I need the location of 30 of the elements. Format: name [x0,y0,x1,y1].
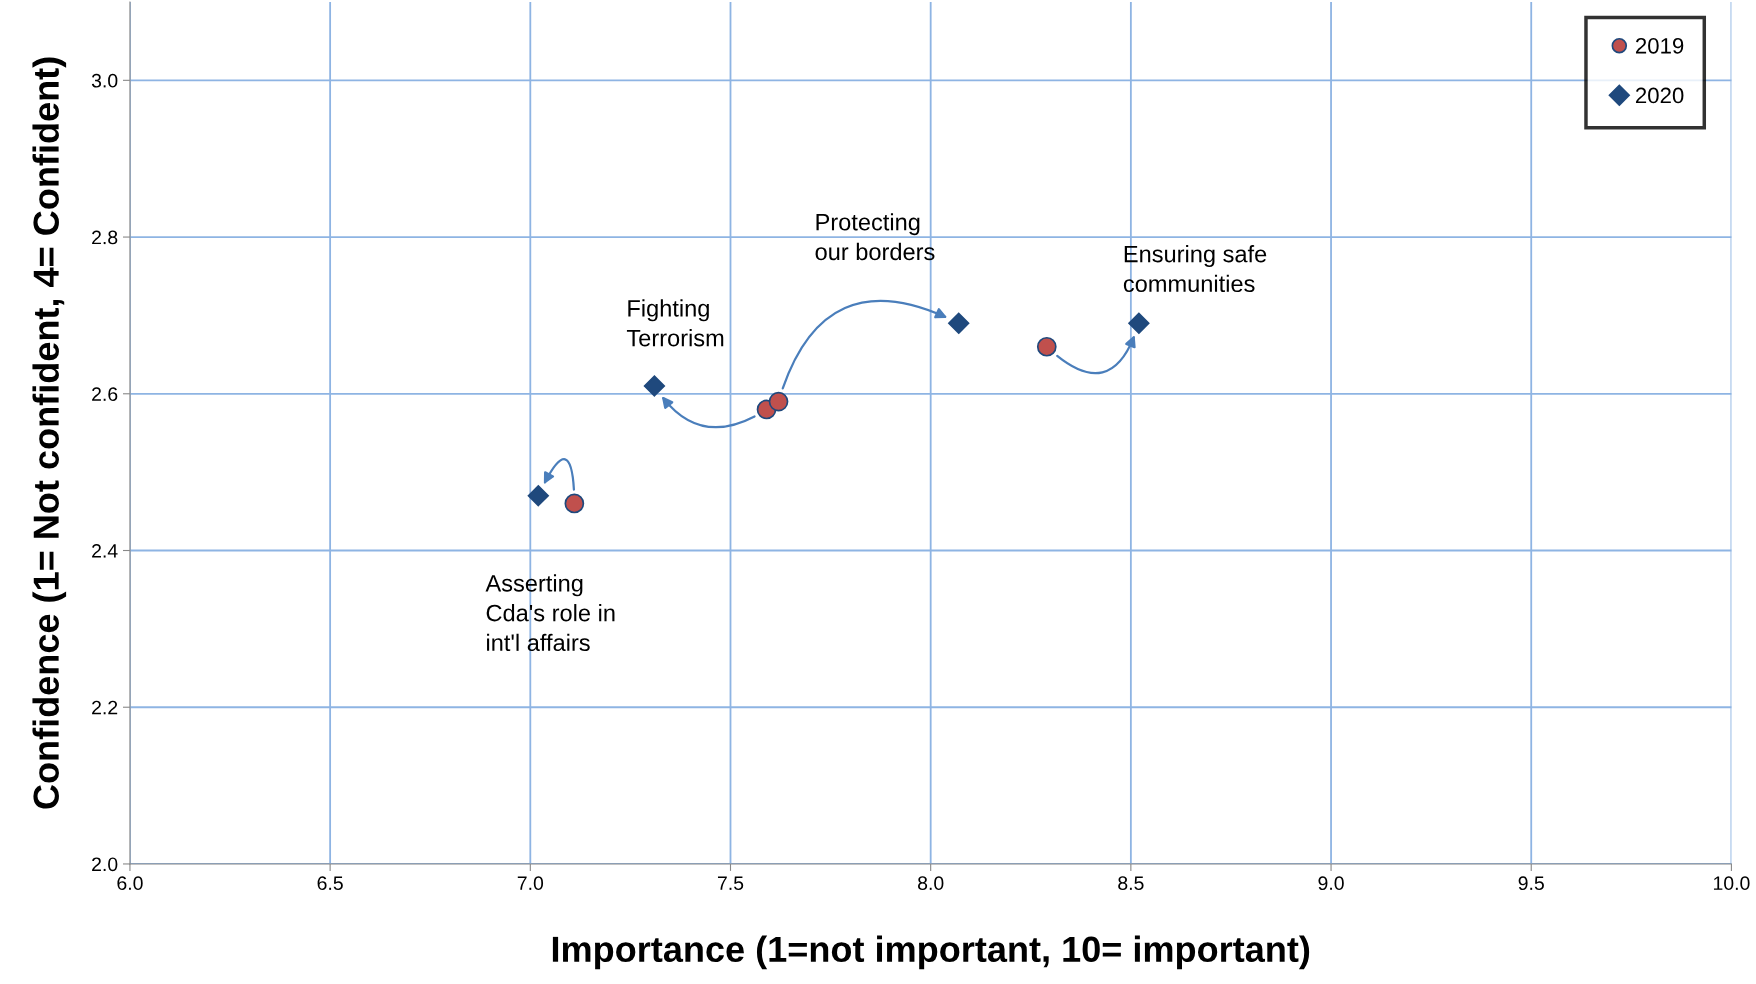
y-axis-title: Confidence (1= Not confident, 4= Confident) [32,57,67,809]
point [768,391,789,412]
y-tick-label: 2.6 [92,387,118,402]
x-tick-label: 6.5 [317,876,343,891]
x-axis-title: Importance (1=not important, 10= important) [552,935,1310,970]
x-tick-label: 6.0 [117,876,143,891]
y-tick-label: 3.0 [91,73,118,88]
annotation: Fighting Terrorism [626,299,724,347]
x-tick-label: 9.5 [1518,876,1544,891]
point [1036,336,1057,357]
point [527,484,549,507]
x-tick-label: 9.0 [1318,876,1344,891]
point [564,493,585,514]
x-tick-label: 8.0 [918,876,944,891]
y-tick-label: 2.4 [92,543,118,558]
point [1128,312,1150,334]
x-tick-label: 10.0 [1713,876,1750,891]
x-tick-label: 7.5 [717,876,744,891]
legend-label: 2020 [1635,87,1684,104]
x-tick-label: 8.5 [1118,876,1144,891]
point [948,312,970,334]
y-tick-label: 2.0 [92,857,118,872]
x-tick-label: 7.0 [517,876,544,891]
annotation: Asserting Cda's role in int'l affairs [485,574,615,652]
legend-label: 2019 [1635,37,1684,54]
y-tick-label: 2.2 [92,700,118,715]
annotation: Protecting our borders [815,213,935,261]
point [643,375,666,397]
annotation: Ensuring safe communities [1123,245,1267,293]
y-tick-label: 2.8 [92,230,118,245]
